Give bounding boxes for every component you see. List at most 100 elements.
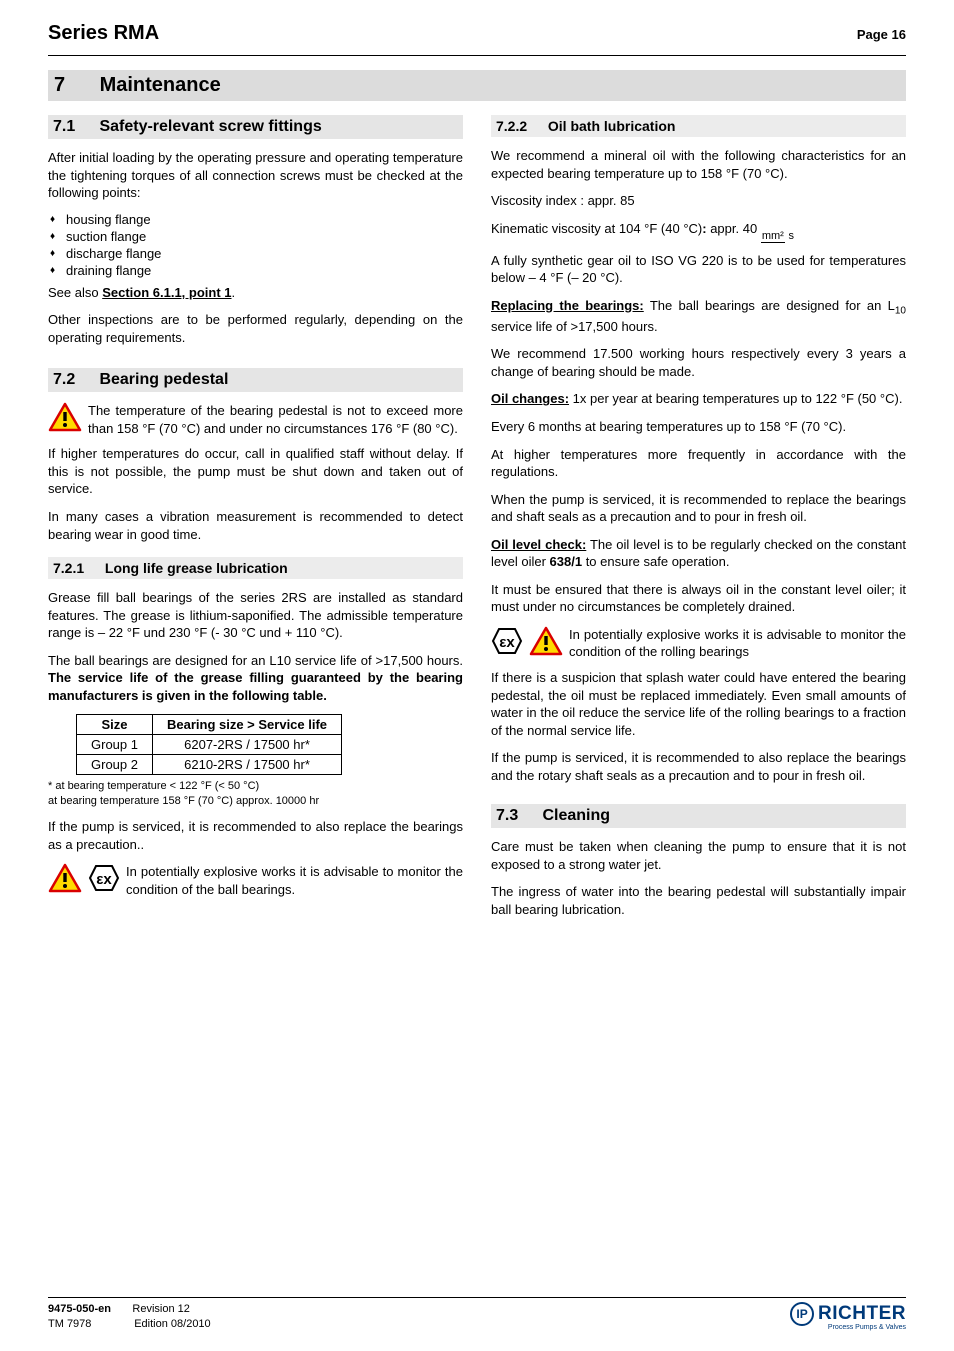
warning-icon	[48, 863, 82, 893]
bullet-item: suction flange	[66, 229, 463, 244]
kv-unit-numerator: mm²	[761, 230, 785, 243]
header-rule	[48, 55, 906, 56]
s71-bullet-list: housing flange suction flange discharge …	[48, 212, 463, 278]
s721-p2a: The ball bearings are designed for an L1…	[48, 653, 463, 668]
subhead-7-1: 7.1 Safety-relevant screw fittings	[48, 115, 463, 139]
subsubhead-number: 7.2.1	[53, 560, 101, 576]
s722-para-7: If there is a suspicion that splash wate…	[491, 669, 906, 739]
s722-para-1: We recommend a mineral oil with the foll…	[491, 147, 906, 182]
s722-para-6: It must be ensured that there is always …	[491, 581, 906, 616]
ex-warning-block: In potentially explosive works it is adv…	[491, 626, 906, 661]
table-footnote: * at bearing temperature < 122 °F (< 50 …	[48, 779, 463, 808]
footer-row: 9475-050-en Revision 12 TM 7978 Edition …	[48, 1302, 906, 1331]
oillvl-label: Oil level check:	[491, 537, 586, 552]
kv-fraction: mm² s	[761, 228, 794, 242]
s71-para-1: After initial loading by the operating p…	[48, 149, 463, 202]
service-life-table: Size Bearing size > Service life Group 1…	[76, 714, 342, 775]
ex-icon	[88, 863, 120, 893]
footer-doc-number: 9475-050-en	[48, 1303, 111, 1315]
table-row: Group 2 6210-2RS / 17500 hr*	[77, 755, 342, 775]
warning-text: The temperature of the bearing pedestal …	[88, 402, 463, 437]
table-row: Group 1 6207-2RS / 17500 hr*	[77, 735, 342, 755]
s721-para-2: The ball bearings are designed for an L1…	[48, 652, 463, 705]
oilchg-text: 1x per year at bearing temperatures up t…	[569, 391, 902, 406]
warning-icon	[529, 626, 563, 656]
warning-icon	[48, 402, 82, 432]
replace-label: Replacing the bearings:	[491, 298, 644, 313]
table-cell: Group 2	[77, 755, 153, 775]
ex-icon	[491, 626, 523, 656]
s722-para-5: When the pump is serviced, it is recomme…	[491, 491, 906, 526]
s722-replacing: Replacing the bearings: The ball bearing…	[491, 297, 906, 336]
oillvl-bold: 638/1	[550, 554, 583, 569]
subsubhead-7-2-1: 7.2.1 Long life grease lubrication	[48, 557, 463, 579]
s73-para-1: Care must be taken when cleaning the pum…	[491, 838, 906, 873]
section-number: 7	[54, 74, 94, 97]
s722-replacing-2: We recommend 17.500 working hours respec…	[491, 345, 906, 380]
s721-p2b: The service life of the grease filling g…	[48, 670, 463, 703]
kv-appr: appr. 40	[707, 221, 758, 236]
subsubhead-number: 7.2.2	[496, 118, 544, 134]
logo-tagline: Process Pumps & Valves	[828, 1324, 906, 1331]
s722-para-2: A fully synthetic gear oil to ISO VG 220…	[491, 252, 906, 287]
subhead-number: 7.2	[53, 371, 95, 389]
table-row: Size Bearing size > Service life	[77, 715, 342, 735]
page-header: Series RMA Page 16	[48, 22, 906, 45]
footnote-line-1: * at bearing temperature < 122 °F (< 50 …	[48, 779, 463, 793]
s71-see-also: See also Section 6.1.1, point 1.	[48, 284, 463, 302]
s721-para-3: If the pump is serviced, it is recommend…	[48, 818, 463, 853]
page-number: Page 16	[857, 27, 906, 42]
left-column: 7.1 Safety-relevant screw fittings After…	[48, 115, 463, 929]
s722-kinematic-viscosity: Kinematic viscosity at 104 °F (40 °C): a…	[491, 220, 906, 242]
footer-rule	[48, 1297, 906, 1298]
subhead-number: 7.3	[496, 807, 538, 825]
ex-warning-text: In potentially explosive works it is adv…	[126, 863, 463, 898]
replace-text-a: The ball bearings are designed for an L	[644, 298, 895, 313]
footnote-line-2: at bearing temperature 158 °F (70 °C) ap…	[48, 794, 463, 808]
s722-para-4: At higher temperatures more frequently i…	[491, 446, 906, 481]
richter-logo: IP RICHTER Process Pumps & Valves	[790, 1302, 906, 1331]
bullet-item: housing flange	[66, 212, 463, 227]
logo-name: RICHTER	[818, 1303, 906, 1325]
see-also-pretext: See also	[48, 285, 102, 300]
see-also-post: .	[232, 285, 236, 300]
table-header: Bearing size > Service life	[152, 715, 341, 735]
warning-block: The temperature of the bearing pedestal …	[48, 402, 463, 437]
subsubhead-title: Oil bath lubrication	[548, 118, 676, 134]
s71-para-2: Other inspections are to be performed re…	[48, 311, 463, 346]
subhead-7-3: 7.3 Cleaning	[491, 804, 906, 828]
subhead-7-2: 7.2 Bearing pedestal	[48, 368, 463, 392]
subsubhead-title: Long life grease lubrication	[105, 560, 288, 576]
s722-oil-changes: Oil changes: 1x per year at bearing temp…	[491, 390, 906, 408]
subsubhead-7-2-2: 7.2.2 Oil bath lubrication	[491, 115, 906, 137]
right-column: 7.2.2 Oil bath lubrication We recommend …	[491, 115, 906, 929]
bullet-item: draining flange	[66, 263, 463, 278]
series-title: Series RMA	[48, 22, 159, 45]
footer-doc-info: 9475-050-en Revision 12 TM 7978 Edition …	[48, 1302, 211, 1331]
footer-revision: Revision 12	[132, 1303, 189, 1315]
subhead-number: 7.1	[53, 118, 95, 136]
replace-text-b: service life of >17,500 hours.	[491, 319, 658, 334]
s73-para-2: The ingress of water into the bearing pe…	[491, 883, 906, 918]
footer-edition: Edition 08/2010	[134, 1318, 210, 1330]
replace-sub: 10	[895, 305, 906, 316]
s722-para-3: Every 6 months at bearing temperatures u…	[491, 418, 906, 436]
table-cell: Group 1	[77, 735, 153, 755]
see-also-link: Section 6.1.1, point 1	[102, 285, 231, 300]
page-footer: 9475-050-en Revision 12 TM 7978 Edition …	[48, 1297, 906, 1331]
table-cell: 6207-2RS / 17500 hr*	[152, 735, 341, 755]
kv-pre: Kinematic viscosity at 104 °F (40 °C)	[491, 221, 702, 236]
table-cell: 6210-2RS / 17500 hr*	[152, 755, 341, 775]
oillvl-text-b: to ensure safe operation.	[582, 554, 729, 569]
footer-tm: TM 7978	[48, 1318, 91, 1330]
s72-para-1: If higher temperatures do occur, call in…	[48, 445, 463, 498]
kv-unit-denominator: s	[788, 230, 794, 242]
two-column-layout: 7.1 Safety-relevant screw fittings After…	[48, 115, 906, 929]
subhead-title: Cleaning	[542, 807, 610, 824]
s722-viscosity-index: Viscosity index : appr. 85	[491, 192, 906, 210]
subhead-title: Bearing pedestal	[99, 371, 228, 388]
logo-monogram: IP	[790, 1302, 814, 1326]
subhead-title: Safety-relevant screw fittings	[99, 118, 321, 135]
s72-para-2: In many cases a vibration measurement is…	[48, 508, 463, 543]
s721-para-1: Grease fill ball bearings of the series …	[48, 589, 463, 642]
